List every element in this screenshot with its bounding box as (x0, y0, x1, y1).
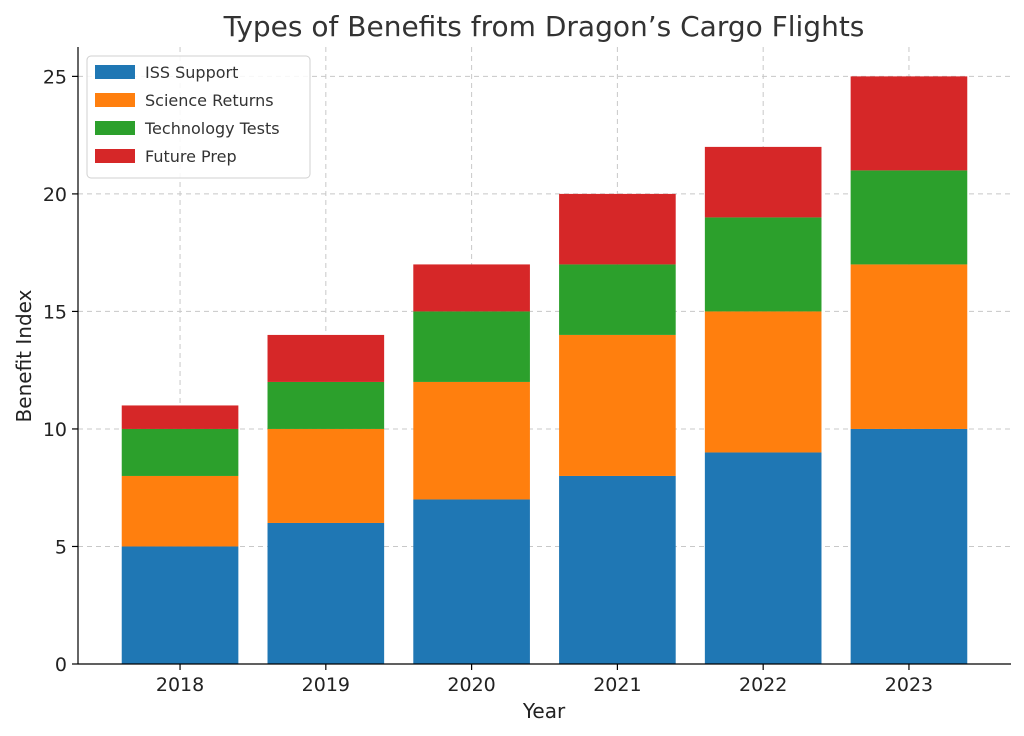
bar-science-returns-2023 (850, 264, 968, 429)
x-axis-label: Year (522, 699, 566, 723)
y-tick-label: 5 (55, 536, 67, 558)
legend-label: Future Prep (145, 147, 237, 166)
legend-label: Science Returns (145, 91, 274, 110)
bar-technology-tests-2018 (121, 428, 239, 476)
bar-science-returns-2018 (121, 475, 239, 547)
axes-spines (77, 47, 1011, 665)
bar-technology-tests-2023 (850, 170, 968, 265)
legend-frame (86, 55, 311, 179)
y-tick-label: 20 (43, 184, 67, 206)
bar-science-returns-2021 (559, 334, 676, 476)
x-tick-label: 2023 (885, 674, 933, 696)
tick-labels: 0 5 10 15 20 25 2018 2019 2020 2021 2022 2023 (43, 66, 933, 696)
legend-swatch (95, 121, 135, 135)
legend-label: Technology Tests (144, 119, 280, 138)
y-tick-label: 15 (43, 301, 67, 323)
bar-technology-tests-2020 (413, 311, 530, 382)
legend: ISS Support Science Returns Technology Tes… (86, 55, 311, 179)
x-tick-label: 2022 (739, 674, 787, 696)
bar-science-returns-2022 (704, 311, 822, 453)
y-tick-label: 10 (43, 419, 67, 441)
bar-technology-tests-2019 (267, 381, 385, 429)
bar-future-prep-2023 (850, 76, 968, 171)
bar-science-returns-2020 (413, 381, 530, 500)
chart-title: Types of Benefits from Dragon’s Cargo Fl… (223, 10, 865, 43)
bar-science-returns-2019 (267, 428, 385, 523)
bar-technology-tests-2021 (559, 264, 676, 335)
bar-iss-support-2018 (121, 546, 239, 664)
bar-future-prep-2018 (121, 405, 239, 429)
x-tick-label: 2021 (593, 674, 641, 696)
y-tick-label: 0 (55, 654, 67, 676)
bar-future-prep-2020 (413, 264, 530, 312)
y-tick-label: 25 (43, 66, 67, 88)
bar-iss-support-2021 (559, 475, 676, 664)
legend-swatch (95, 93, 135, 107)
y-axis-label: Benefit Index (12, 289, 36, 422)
x-tick-label: 2020 (447, 674, 495, 696)
bar-iss-support-2020 (413, 499, 530, 664)
bar-future-prep-2019 (267, 334, 385, 382)
legend-swatch (95, 65, 135, 79)
bar-future-prep-2022 (704, 146, 822, 218)
bar-iss-support-2023 (850, 428, 968, 664)
x-tick-label: 2018 (156, 674, 204, 696)
x-tick-label: 2019 (302, 674, 350, 696)
bars (121, 76, 968, 664)
legend-swatch (95, 149, 135, 163)
bar-future-prep-2021 (559, 193, 676, 265)
bar-iss-support-2019 (267, 522, 385, 664)
legend-label: ISS Support (145, 63, 238, 82)
bar-iss-support-2022 (704, 452, 822, 664)
bar-technology-tests-2022 (704, 217, 822, 312)
